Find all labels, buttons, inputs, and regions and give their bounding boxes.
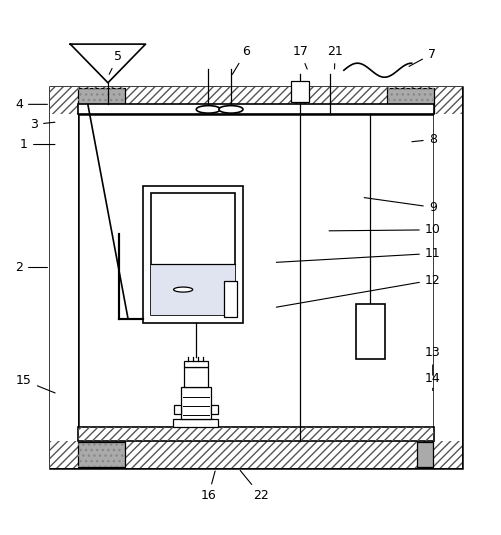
- Bar: [151, 193, 235, 315]
- Bar: [50, 441, 461, 468]
- Ellipse shape: [173, 287, 192, 292]
- Bar: [183, 361, 207, 368]
- Bar: [183, 368, 207, 387]
- Bar: [173, 418, 218, 426]
- Bar: [78, 88, 125, 113]
- Bar: [224, 281, 237, 317]
- Text: 15: 15: [16, 374, 55, 393]
- Polygon shape: [70, 44, 145, 83]
- Bar: [50, 87, 461, 114]
- Ellipse shape: [218, 105, 242, 113]
- Bar: [180, 387, 210, 418]
- Bar: [50, 87, 78, 468]
- Text: 16: 16: [200, 471, 216, 502]
- Bar: [416, 442, 432, 467]
- Bar: [386, 88, 433, 113]
- Text: 22: 22: [240, 470, 269, 502]
- Bar: [78, 442, 125, 467]
- Bar: [50, 87, 461, 468]
- Text: 8: 8: [411, 133, 436, 146]
- Bar: [291, 81, 309, 102]
- Text: 11: 11: [276, 247, 440, 262]
- Text: 4: 4: [15, 98, 47, 111]
- Bar: [78, 88, 125, 113]
- Text: 1: 1: [20, 138, 55, 151]
- Text: 5: 5: [109, 50, 122, 74]
- Text: 10: 10: [329, 223, 440, 236]
- Text: 12: 12: [276, 273, 440, 307]
- Text: 14: 14: [424, 372, 440, 391]
- Bar: [78, 426, 433, 441]
- Bar: [433, 87, 461, 468]
- Text: 3: 3: [30, 118, 55, 131]
- Bar: [78, 114, 433, 441]
- Text: 21: 21: [327, 45, 343, 69]
- Bar: [151, 264, 235, 315]
- Bar: [355, 304, 384, 359]
- Text: 2: 2: [15, 261, 47, 274]
- Bar: [386, 88, 433, 113]
- Bar: [50, 441, 461, 468]
- Bar: [78, 426, 433, 441]
- Bar: [78, 104, 433, 114]
- Text: 17: 17: [292, 45, 308, 69]
- Text: 6: 6: [232, 45, 249, 74]
- Bar: [143, 186, 243, 323]
- Text: 13: 13: [424, 346, 440, 375]
- Bar: [50, 87, 461, 114]
- Bar: [210, 404, 217, 414]
- Bar: [78, 442, 125, 467]
- Ellipse shape: [196, 105, 220, 113]
- Text: 9: 9: [363, 197, 436, 214]
- Text: 7: 7: [408, 48, 435, 66]
- Bar: [173, 404, 180, 414]
